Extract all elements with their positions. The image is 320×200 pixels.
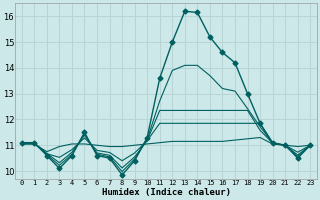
- X-axis label: Humidex (Indice chaleur): Humidex (Indice chaleur): [101, 188, 230, 197]
